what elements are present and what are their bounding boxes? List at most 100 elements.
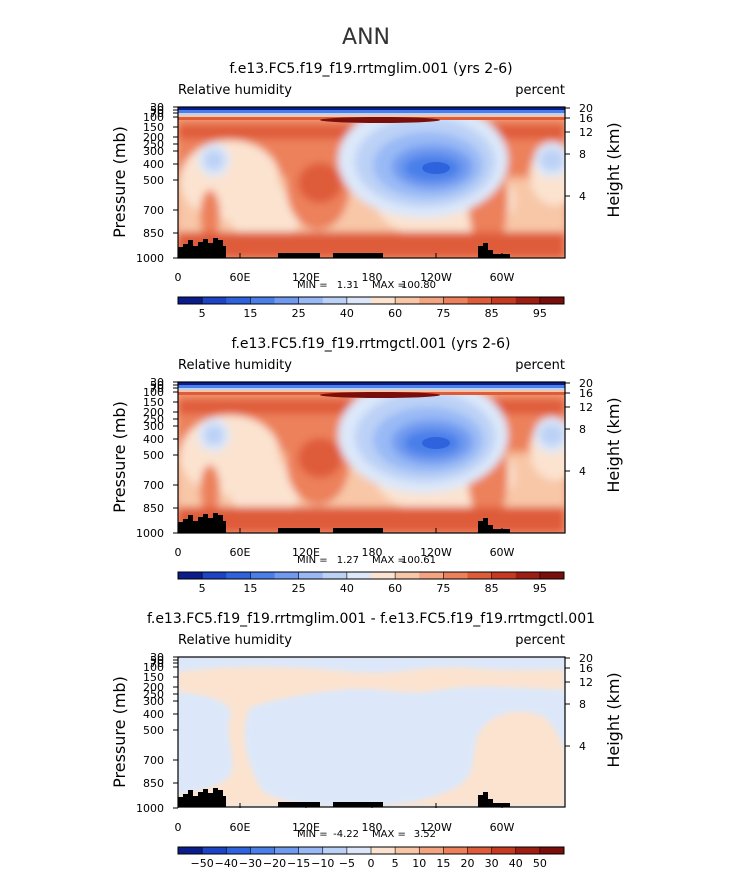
colorbar: −50 −40 −30 −20 −15 −10 −5 0 5 10 15 20 30 40 50 xyxy=(177,846,565,870)
y-tick-label: 100 xyxy=(143,111,164,124)
y-tick-label: 300 xyxy=(143,695,164,708)
colorbar-swatch xyxy=(491,847,517,854)
colorbar-label: 75 xyxy=(436,582,450,595)
y2-tick-label: 8 xyxy=(579,423,586,436)
max-label: MAX = xyxy=(372,829,406,840)
x-tick-label: 60W xyxy=(490,271,515,284)
colorbar-swatch xyxy=(202,572,227,579)
y2-tick-label: 4 xyxy=(579,740,586,753)
y2-tick-label: 12 xyxy=(579,676,593,689)
y2-axis-label: Height (km) xyxy=(604,672,623,767)
y-tick-label: 500 xyxy=(143,449,164,462)
y-tick-label: 1000 xyxy=(136,527,164,540)
panel-title: f.e13.FC5.f19_f19.rrtmglim.001 (yrs 2-6) xyxy=(229,61,512,77)
x-tick-label: 60E xyxy=(230,821,251,834)
colorbar-swatch xyxy=(395,847,420,854)
colorbar-swatch xyxy=(443,572,468,579)
colorbar-label: −15 xyxy=(287,857,310,870)
y2-tick-label: 8 xyxy=(579,698,586,711)
variable-label: Relative humidity xyxy=(178,633,292,648)
x-tick-label: 0 xyxy=(175,271,182,284)
colorbar-label: 95 xyxy=(533,307,547,320)
y-tick-label: 250 xyxy=(143,138,164,151)
colorbar-swatch xyxy=(539,572,565,579)
colorbar-swatch xyxy=(322,847,348,854)
x-tick-label: 60E xyxy=(230,271,251,284)
contour-field xyxy=(178,657,565,807)
x-tick-label: 0 xyxy=(175,821,182,834)
colorbar-swatch xyxy=(539,297,565,304)
y-tick-label: 700 xyxy=(143,479,164,492)
max-value: 100.61 xyxy=(401,555,436,566)
colorbar-swatch xyxy=(419,572,444,579)
units-label: percent xyxy=(515,358,565,373)
min-label: MIN = xyxy=(297,555,328,566)
colorbar-swatch xyxy=(274,847,300,854)
colorbar-swatch xyxy=(202,297,227,304)
colorbar-swatch xyxy=(419,297,444,304)
y-tick-label: 50 xyxy=(150,379,164,392)
units-label: percent xyxy=(515,633,565,648)
max-label: MAX = xyxy=(372,280,406,291)
colorbar-label: −20 xyxy=(263,857,286,870)
max-label: MAX = xyxy=(372,555,406,566)
y-tick-label: 200 xyxy=(143,406,164,419)
y2-tick-label: 16 xyxy=(579,387,593,400)
y-tick-label: 250 xyxy=(143,688,164,701)
colorbar-label: 15 xyxy=(243,307,257,320)
axes: 0 60E 120E 180 120W 60W3050701001502002503004… xyxy=(136,101,593,284)
colorbar-label: 20 xyxy=(461,857,475,870)
min-value: 1.27 xyxy=(337,555,359,566)
x-tick-label: 0 xyxy=(175,546,182,559)
colorbar-label: 15 xyxy=(436,857,450,870)
y2-tick-label: 16 xyxy=(579,112,593,125)
x-tick-label: 180 xyxy=(362,271,383,284)
min-label: MIN = xyxy=(297,829,328,840)
y-tick-label: 700 xyxy=(143,204,164,217)
min-value: -4.22 xyxy=(333,829,359,840)
colorbar-swatch xyxy=(298,297,324,304)
colorbar-swatch xyxy=(226,847,251,854)
max-value: 100.80 xyxy=(401,280,436,291)
colorbar-swatch xyxy=(178,847,203,854)
colorbar-swatch xyxy=(515,572,541,579)
y-tick-label: 30 xyxy=(150,101,164,114)
y-tick-label: 100 xyxy=(143,661,164,674)
y-tick-label: 300 xyxy=(143,145,164,158)
colorbar-swatch xyxy=(515,847,541,854)
panel-title: f.e13.FC5.f19_f19.rrtmglim.001 - f.e13.F… xyxy=(147,611,595,627)
colorbar-swatch xyxy=(274,297,300,304)
panel-1: f.e13.FC5.f19_f19.rrtmglim.001 (yrs 2-6)… xyxy=(110,61,623,320)
y-tick-label: 150 xyxy=(143,121,164,134)
x-tick-label: 120W xyxy=(420,546,452,559)
y-tick-label: 150 xyxy=(143,396,164,409)
colorbar-swatch xyxy=(467,297,493,304)
colorbar-label: 5 xyxy=(392,857,399,870)
y-tick-label: 400 xyxy=(143,708,164,721)
colorbar-swatch xyxy=(322,297,348,304)
colorbar-label: 40 xyxy=(509,857,523,870)
stats: MIN = 1.27 MAX = 100.61 xyxy=(297,555,436,566)
y-tick-label: 150 xyxy=(143,671,164,684)
colorbar-label: −40 xyxy=(215,857,238,870)
y2-tick-label: 12 xyxy=(579,401,593,414)
y-axis-label: Pressure (mb) xyxy=(110,401,129,513)
x-tick-label: 180 xyxy=(362,546,383,559)
colorbar-label: 25 xyxy=(292,582,306,595)
colorbar-label: 75 xyxy=(436,307,450,320)
x-tick-label: 120E xyxy=(292,821,320,834)
colorbar-label: 40 xyxy=(340,582,354,595)
contour-field xyxy=(178,382,565,533)
colorbar-swatch xyxy=(346,297,372,304)
y2-tick-label: 16 xyxy=(579,662,593,675)
y-tick-label: 1000 xyxy=(136,802,164,815)
y-tick-label: 400 xyxy=(143,433,164,446)
colorbar-swatch xyxy=(250,572,275,579)
colorbar-label: −30 xyxy=(239,857,262,870)
y-tick-label: 70 xyxy=(150,657,164,670)
colorbar-swatch xyxy=(371,572,396,579)
y-tick-label: 70 xyxy=(150,107,164,120)
colorbar-label: −10 xyxy=(311,857,334,870)
stats: MIN = 1.31 MAX = 100.80 xyxy=(297,280,436,291)
